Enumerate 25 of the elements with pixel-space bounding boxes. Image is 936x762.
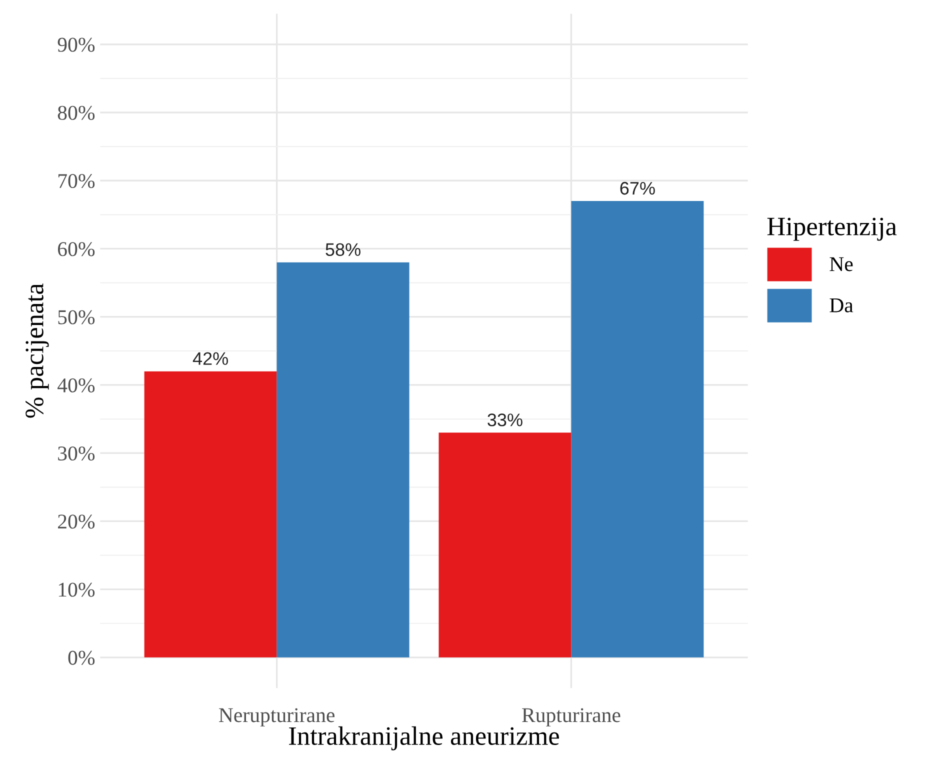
bar xyxy=(571,201,704,658)
y-tick-label: 50% xyxy=(58,310,95,324)
y-tick-label: 30% xyxy=(58,446,95,461)
data-label: 58% xyxy=(326,243,360,256)
y-tick-label: 40% xyxy=(58,378,95,392)
data-label: 42% xyxy=(192,352,228,365)
legend-label: Da xyxy=(830,298,854,312)
legend-title: Hipertenzija xyxy=(767,218,897,241)
bar xyxy=(144,371,277,658)
y-tick-label: 90% xyxy=(58,38,95,52)
y-tick-label: 20% xyxy=(58,514,95,529)
legend-label: Ne xyxy=(830,257,853,272)
y-tick-label: 80% xyxy=(58,106,95,120)
y-tick-label: 60% xyxy=(58,242,95,256)
data-label: 67% xyxy=(620,182,655,195)
y-tick-label: 70% xyxy=(58,174,95,188)
y-tick-label: 10% xyxy=(58,582,95,597)
bar xyxy=(438,432,572,658)
data-label: 33% xyxy=(488,414,522,426)
y-axis-title: % pacijenata xyxy=(26,284,49,418)
x-axis-title: Intrakranijalne aneurizme xyxy=(289,726,559,750)
x-tick-label: Nerupturirane xyxy=(218,708,334,726)
bar xyxy=(276,262,410,658)
x-tick-label: Rupturirane xyxy=(522,708,620,726)
y-tick-label: 0% xyxy=(68,650,95,665)
